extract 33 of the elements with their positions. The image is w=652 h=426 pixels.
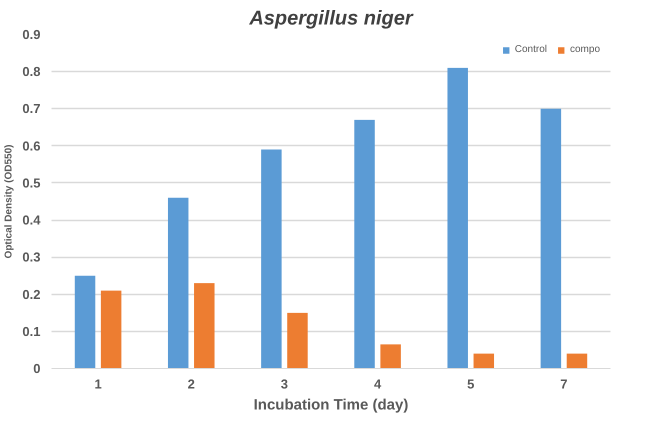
- y-tick-label: 0.7: [22, 101, 41, 116]
- bar: [354, 120, 375, 368]
- bar: [261, 150, 282, 368]
- y-tick-label: 0.5: [22, 175, 41, 190]
- bar: [447, 68, 468, 368]
- bar: [566, 354, 588, 368]
- y-tick-label: 0: [33, 361, 41, 376]
- x-tick-label: 3: [280, 376, 288, 392]
- x-tick-label: 1: [94, 376, 102, 392]
- legend-label: Control: [514, 44, 547, 55]
- bar: [540, 108, 562, 368]
- bar: [380, 344, 401, 368]
- y-tick-label: 0.4: [22, 212, 42, 228]
- y-tick-label: 0.3: [22, 250, 41, 265]
- bar: [287, 312, 308, 368]
- legend-label: compo: [570, 44, 600, 55]
- chart-title: Aspergillus niger: [248, 8, 414, 30]
- y-tick-label: 0.6: [22, 138, 41, 154]
- y-tick-label: 0.1: [22, 324, 41, 339]
- x-tick-label: 4: [374, 376, 382, 392]
- y-axis-title: Optical Density (OD550): [3, 144, 14, 258]
- bar: [168, 198, 188, 368]
- y-tick-label: 0.8: [22, 64, 41, 80]
- y-tick-label: 0.2: [22, 286, 41, 302]
- bar: [74, 276, 96, 368]
- x-tick-label: 7: [560, 376, 568, 392]
- y-tick-label: 0.9: [22, 27, 41, 42]
- x-tick-label: 2: [188, 376, 195, 392]
- x-tick-label: 5: [467, 376, 474, 392]
- x-axis-title: Incubation Time (day): [254, 396, 408, 414]
- bar: [474, 354, 494, 368]
- bar: [194, 283, 215, 368]
- bar: [100, 290, 122, 368]
